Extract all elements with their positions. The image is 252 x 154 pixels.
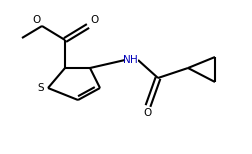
Text: O: O <box>90 15 98 25</box>
Text: S: S <box>38 83 44 93</box>
Text: O: O <box>33 15 41 25</box>
Text: H: H <box>130 55 138 65</box>
Text: O: O <box>144 108 152 118</box>
Text: N: N <box>123 55 131 65</box>
